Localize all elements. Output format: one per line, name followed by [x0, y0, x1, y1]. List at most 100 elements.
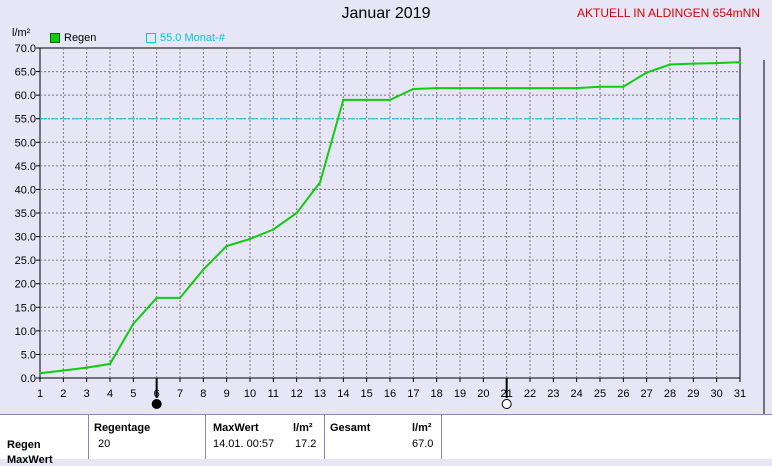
rain-data-point	[458, 86, 462, 90]
rain-data-point	[178, 296, 182, 300]
x-tick-label: 18	[431, 388, 443, 400]
x-tick-label: 3	[84, 388, 90, 400]
y-tick-label: 70.0	[15, 43, 36, 55]
rain-data-point	[622, 85, 625, 88]
x-tick-label: 12	[291, 388, 303, 400]
regentage-cell: Regentage 20	[88, 415, 206, 459]
rain-data-point	[225, 244, 228, 248]
new-moon-icon	[151, 399, 162, 409]
y-tick-label: 5.0	[21, 349, 36, 361]
gesamt-unit: l/m²	[412, 422, 432, 434]
rain-data-point	[108, 362, 112, 366]
y-tick-label: 40.0	[15, 184, 36, 196]
x-tick-label: 19	[454, 388, 466, 400]
x-tick-label: 31	[734, 388, 746, 400]
x-tick-label: 11	[268, 388, 279, 400]
rain-data-point	[248, 237, 252, 241]
x-tick-label: 14	[337, 388, 349, 400]
x-tick-label: 15	[361, 388, 373, 400]
rain-chart: 0.0 5.0 10.0 15.0 20.0 25.0 30.0 35.0 40.0 45.0 50…	[15, 43, 765, 414]
x-tick-label: 7	[177, 388, 183, 400]
x-tick-label: 20	[477, 388, 489, 400]
rain-data-point	[295, 211, 298, 215]
x-tick-label: 9	[224, 388, 230, 400]
x-tick-label: 2	[60, 388, 66, 400]
legend-average-swatch	[146, 33, 156, 43]
rain-data-point	[62, 369, 65, 372]
maxwert-value: 17.2	[295, 438, 317, 450]
y-tick-label: 65.0	[15, 67, 36, 79]
maxwert-unit: l/m²	[293, 422, 313, 434]
gesamt-header: Gesamt	[330, 422, 371, 434]
y-tick-label: 30.0	[15, 232, 36, 244]
y-tick-label: 10.0	[15, 326, 36, 338]
rain-data-point	[342, 98, 345, 102]
legend-monthly-average: 55.0 Monat-#	[146, 32, 225, 44]
x-tick-label: 29	[687, 388, 699, 400]
x-tick-label: 4	[107, 388, 113, 400]
maxwert-cell: MaxWert l/m² 14.01. 00:57 17.2	[205, 415, 325, 459]
rain-data-point	[692, 62, 695, 65]
x-tick-label: 25	[594, 388, 606, 400]
x-tick-label: 1	[37, 388, 43, 400]
rain-data-point	[365, 98, 368, 102]
rain-data-point	[738, 60, 742, 64]
rain-data-point	[412, 87, 415, 91]
regentage-header: Regentage	[94, 422, 151, 434]
x-tick-label: 8	[200, 388, 206, 400]
x-tick-label: 30	[711, 388, 723, 400]
row-label: Regen	[7, 439, 41, 451]
rain-data-point	[645, 71, 648, 74]
x-tick-label: 26	[617, 388, 629, 400]
rain-data-point	[272, 228, 275, 231]
y-tick-label: 45.0	[15, 161, 36, 173]
gesamt-cell: Gesamt l/m² 67.0	[324, 415, 442, 459]
x-tick-label: 16	[384, 388, 396, 400]
legend-rain: Regen	[50, 32, 96, 44]
rain-data-point	[435, 86, 438, 90]
x-tick-label: 5	[130, 388, 136, 400]
x-tick-label: 24	[571, 388, 583, 400]
rain-data-point	[155, 296, 158, 300]
y-tick-label: 60.0	[15, 90, 36, 102]
rain-data-point	[598, 85, 602, 88]
rain-data-point	[552, 86, 555, 90]
row-label-2: MaxWert	[7, 454, 53, 466]
regentage-value: 20	[98, 438, 111, 450]
rain-data-point	[202, 268, 205, 271]
x-tick-label: 22	[524, 388, 536, 400]
rain-data-point	[505, 86, 508, 90]
y-tick-label: 50.0	[15, 137, 36, 149]
rain-data-point	[132, 322, 135, 325]
rain-data-point	[85, 366, 88, 369]
x-tick-label: 28	[664, 388, 676, 400]
rain-data-point	[715, 61, 718, 65]
y-tick-label: 25.0	[15, 255, 36, 267]
chart-title: Januar 2019	[341, 5, 431, 22]
rain-data-point	[38, 372, 42, 375]
x-tick-label: 23	[547, 388, 559, 400]
y-tick-label: 0.0	[21, 373, 36, 385]
maxwert-header: MaxWert	[213, 422, 259, 434]
rain-data-point	[388, 98, 392, 102]
rain-data-point	[668, 63, 672, 66]
rain-data-point	[575, 86, 578, 90]
rain-data-point	[482, 86, 485, 90]
x-tick-label: 13	[314, 388, 326, 400]
x-tick-label: 27	[641, 388, 653, 400]
legend-average-label: 55.0 Monat-#	[160, 32, 225, 44]
y-tick-label: 15.0	[15, 302, 36, 314]
x-tick-label: 10	[244, 388, 256, 400]
station-status: AKTUELL IN ALDINGEN 654mNN	[577, 6, 760, 20]
legend-rain-swatch	[50, 33, 60, 43]
summary-table: Regen MaxWert Regentage 20 MaxWert l/m² …	[0, 414, 772, 466]
row-label-cell: Regen MaxWert	[0, 415, 89, 466]
maxwert-time: 14.01. 00:57	[213, 438, 275, 450]
y-tick-label: 35.0	[15, 208, 36, 220]
legend-rain-label: Regen	[64, 32, 97, 44]
full-moon-icon	[501, 399, 512, 409]
y-axis-unit: l/m²	[12, 27, 31, 39]
rain-data-point	[528, 86, 532, 90]
y-tick-label: 20.0	[15, 279, 36, 291]
gesamt-value: 67.0	[412, 438, 434, 450]
